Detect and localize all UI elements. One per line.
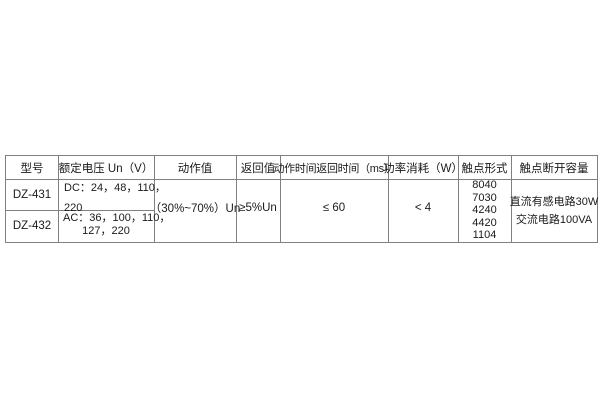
relay-spec-table: 型号 额定电压 Un（V） 动作值 返回值 动作时间返回时间（ms） 功率消耗（… [5,155,598,243]
cell-return-value: ≥5%Un [239,202,277,214]
cell-break-capacity: 直流有感电路30W 交流电路100VA [509,179,599,242]
header-cell-power-consumption: 功率消耗（W） [383,162,463,175]
header-cell-action-return-time: 动作时间返回时间（ms） [273,162,395,175]
header-cell-return-value: 返回值 [240,162,276,175]
contact-form-line: 1104 [472,229,497,242]
voltage-ac-line1: AC：36，100，110， [63,212,171,224]
cell-power-consumption: < 4 [414,202,432,214]
cell-action-return-time: ≤ 60 [322,202,346,214]
table-gridline [280,156,281,242]
contact-form-line: 8040 [472,179,497,192]
table-gridline [511,156,512,242]
table-gridline [6,210,154,211]
break-capacity-line: 直流有感电路30W [509,195,599,208]
header-cell-rated-voltage: 额定电压 Un（V） [58,162,154,175]
table-grid: 型号 额定电压 Un（V） 动作值 返回值 动作时间返回时间（ms） 功率消耗（… [6,156,599,242]
cell-rated-voltage: DC：24，48，110， 220 AC：36，100，110， 127，220 [58,179,170,242]
table-gridline [458,156,459,242]
cell-action-value: （30%~70%）Un [149,203,241,215]
table-gridline [154,156,155,242]
table-gridline [6,179,597,180]
voltage-dc-line2: 220 [64,202,83,214]
break-capacity-line: 交流电路100VA [515,213,593,226]
cell-contact-forms: 8040 7030 4240 4420 1104 [458,179,511,242]
contact-form-line: 4240 [472,204,497,217]
header-cell-model: 型号 [20,162,44,175]
contact-form-line: 4420 [472,216,497,229]
table-gridline [388,156,389,242]
voltage-dc-line1: DC：24，48，110， [64,182,166,194]
header-cell-contact-form: 触点形式 [461,162,508,175]
voltage-ac-line2: 127，220 [82,225,130,237]
contact-form-line: 7030 [472,191,497,204]
header-cell-break-capacity: 触点断开容量 [519,162,589,175]
table-gridline [58,156,59,242]
table-gridline [236,156,237,242]
header-cell-action-value: 动作值 [177,162,213,175]
cell-model-dz432: DZ-432 [12,220,52,232]
cell-model-dz431: DZ-431 [12,188,52,201]
